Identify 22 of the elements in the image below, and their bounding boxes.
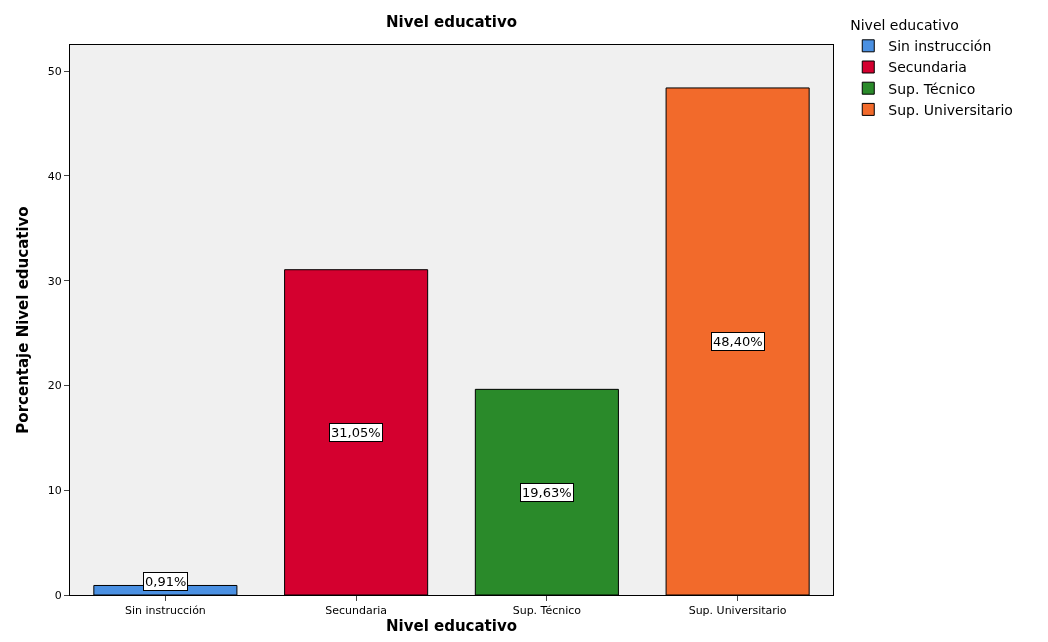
x-axis-title: Nivel educativo bbox=[385, 617, 518, 636]
legend-label: Sup. Técnico bbox=[888, 80, 976, 97]
data-label: 48,40% bbox=[713, 334, 763, 349]
y-tick-label: 50 bbox=[47, 65, 62, 79]
y-tick-label: 40 bbox=[47, 169, 62, 183]
data-label: 0,91% bbox=[145, 574, 187, 589]
y-tick-label: 20 bbox=[47, 379, 62, 393]
y-tick-label: 0 bbox=[54, 588, 62, 602]
legend-label: Secundaria bbox=[888, 59, 967, 76]
x-tick-label: Sup. Técnico bbox=[512, 604, 582, 618]
data-label: 19,63% bbox=[522, 485, 572, 500]
x-tick-label: Sup. Universitario bbox=[688, 604, 787, 618]
x-tick-label: Sin instrucción bbox=[124, 604, 206, 618]
x-tick-label: Secundaria bbox=[325, 604, 388, 618]
y-tick-label: 10 bbox=[47, 484, 62, 498]
data-label: 31,05% bbox=[331, 425, 381, 440]
chart-title: Nivel educativo bbox=[385, 12, 518, 31]
legend-label: Sin instrucción bbox=[888, 38, 992, 55]
y-tick-label: 30 bbox=[47, 274, 62, 288]
legend-label: Sup. Universitario bbox=[888, 101, 1013, 118]
legend-title: Nivel educativo bbox=[850, 17, 959, 34]
y-axis-title: Porcentaje Nivel educativo bbox=[14, 206, 33, 434]
